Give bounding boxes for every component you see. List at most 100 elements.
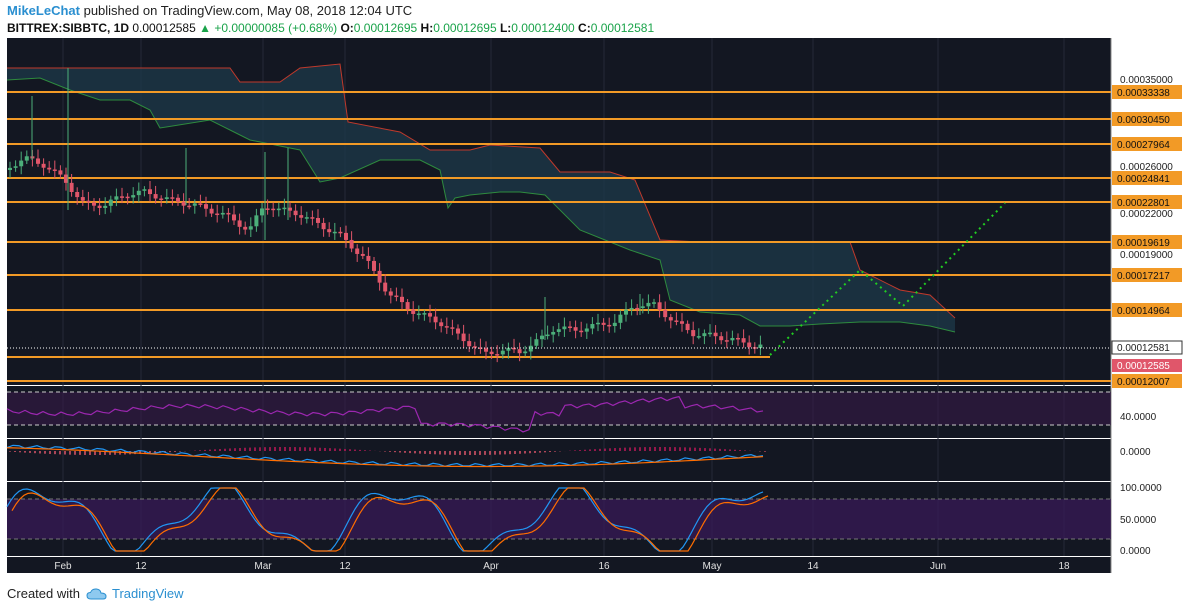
level-tag-text: 0.00014964 <box>1117 306 1170 317</box>
candle-body <box>730 337 735 341</box>
tradingview-brand[interactable]: TradingView <box>86 586 184 601</box>
candle-body <box>103 205 108 208</box>
candle-body <box>719 336 724 341</box>
candle-body <box>344 232 348 240</box>
rsi-line <box>6 395 764 433</box>
candle-body <box>652 302 656 304</box>
level-tag-text: 0.00012007 <box>1117 377 1170 388</box>
date-label: Feb <box>54 561 72 572</box>
stoch-d-line <box>11 487 769 552</box>
candle-body <box>422 313 427 315</box>
candle-body <box>394 295 399 298</box>
candle-body <box>153 194 158 199</box>
candle-body <box>562 326 567 330</box>
candle-body <box>607 324 612 327</box>
crosshair-price-tag <box>1111 340 1183 355</box>
level-tag-text: 0.00030450 <box>1117 115 1170 126</box>
candle-body <box>439 322 444 327</box>
candle-body <box>198 203 203 205</box>
candle-body <box>680 321 684 324</box>
candle-body <box>528 345 533 352</box>
date-axis-bar <box>7 557 1111 573</box>
low-label: L: <box>499 21 512 35</box>
candle-body <box>299 215 304 218</box>
candle-body <box>724 340 729 342</box>
candle-body <box>260 208 264 216</box>
candle-body <box>310 217 315 219</box>
date-label: 12 <box>339 561 351 572</box>
candle-body <box>327 229 332 233</box>
candle-body <box>467 341 472 347</box>
candle-body <box>405 302 410 310</box>
macd-pane[interactable] <box>7 439 1111 481</box>
candle-body <box>136 190 141 196</box>
candlesticks <box>8 68 763 363</box>
price-axis-tick: 0.00026000 <box>1120 162 1173 173</box>
candle-body <box>304 217 309 219</box>
candle-body <box>713 332 718 337</box>
candle-body <box>489 351 494 355</box>
candle-body <box>472 346 477 348</box>
candle-body <box>24 156 29 161</box>
support-resistance-lines <box>7 91 1111 382</box>
level-tag-text: 0.00017217 <box>1117 271 1170 282</box>
level-tag-text: 0.00027964 <box>1117 140 1170 151</box>
candle-body <box>41 163 46 168</box>
candle-body <box>400 296 404 303</box>
candle-body <box>8 167 12 170</box>
date-label: 16 <box>598 561 610 572</box>
candle-body <box>545 334 550 337</box>
candle-body <box>64 174 68 183</box>
candle-body <box>92 202 96 206</box>
candle-body <box>338 231 343 234</box>
author-link[interactable]: MikeLeChat <box>7 3 80 18</box>
candle-body <box>80 197 85 201</box>
date-label: 12 <box>135 561 147 572</box>
date-label: Apr <box>483 561 499 572</box>
candle-body <box>332 231 337 234</box>
candle-body <box>635 307 640 310</box>
level-tag-text: 0.00019619 <box>1117 238 1170 249</box>
candle-body <box>618 314 623 323</box>
candle-body <box>657 302 662 310</box>
price-axis-tick: 0.00035000 <box>1120 75 1173 86</box>
price-axis-tick: 0.00022000 <box>1120 209 1173 220</box>
open-value: 0.00012695 <box>353 21 418 35</box>
candle-body <box>708 332 712 335</box>
candle-body <box>601 322 606 325</box>
last-price-tag <box>1112 359 1182 372</box>
price-axis-ticks: 0.00035000 0.00026000 0.00022000 0.00019000 <box>1120 75 1173 261</box>
stoch-axis-tick-mid: 50.0000 <box>1120 515 1157 526</box>
symbol-info: BITTREX:SIBBTC, 1D 0.00012585 ▲ +0.00000… <box>7 21 654 35</box>
stoch-axis-tick-low: 0.0000 <box>1120 546 1151 557</box>
candle-body <box>411 309 416 314</box>
candle-body <box>551 331 556 335</box>
stoch-axis-tick-high: 100.0000 <box>1120 483 1162 494</box>
candle-body <box>629 307 634 310</box>
candle-body <box>192 203 197 206</box>
candle-body <box>596 322 600 325</box>
candle-body <box>237 220 242 227</box>
last-price: 0.00012585 <box>132 21 196 35</box>
candle-body <box>114 196 119 200</box>
level-price-tags: 0.00033338 0.00030450 0.00027964 0.00024841… <box>1112 85 1182 388</box>
level-tag <box>1112 85 1182 99</box>
level-tag <box>1112 171 1182 185</box>
candle-body <box>590 324 595 329</box>
candle-body <box>456 328 460 334</box>
rsi-band <box>7 392 1111 425</box>
candle-body <box>484 348 488 352</box>
candle-body <box>125 196 130 199</box>
triangle-up-icon: ▲ <box>199 21 211 35</box>
candle-body <box>612 322 617 327</box>
candle-body <box>377 270 382 283</box>
candle-body <box>495 354 500 356</box>
last-price-tag-text: 0.00012585 <box>1117 361 1170 372</box>
date-label: Jun <box>930 561 946 572</box>
candle-body <box>243 226 248 230</box>
candle-body <box>148 189 152 195</box>
candle-body <box>232 214 236 221</box>
candle-body <box>534 339 539 346</box>
candle-body <box>142 189 147 191</box>
